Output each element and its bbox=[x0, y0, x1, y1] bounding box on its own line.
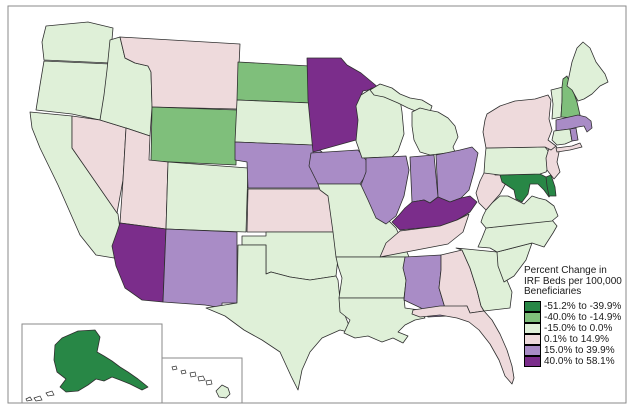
state-va bbox=[480, 195, 559, 229]
legend-swatch bbox=[524, 355, 541, 367]
legend-swatch bbox=[524, 300, 541, 312]
legend-row: 15.0% to 39.9% bbox=[524, 344, 630, 356]
legend-swatch bbox=[524, 333, 541, 345]
legend-label: 15.0% to 39.9% bbox=[544, 344, 615, 356]
island-outline bbox=[171, 365, 178, 371]
state-fl bbox=[411, 305, 515, 385]
state-wa bbox=[41, 21, 114, 64]
legend-label: 40.0% to 58.1% bbox=[544, 355, 615, 367]
state-ny bbox=[555, 142, 583, 153]
state-tx bbox=[205, 244, 353, 391]
state-az bbox=[111, 222, 167, 303]
island-outline bbox=[180, 369, 187, 375]
map-outer-frame bbox=[7, 5, 627, 404]
legend-rows: -51.2% to -39.9% -40.0% to -14.9% -15.0% t… bbox=[524, 300, 630, 367]
state-sd bbox=[234, 99, 314, 146]
state-nc bbox=[477, 219, 558, 253]
island-outline bbox=[189, 371, 197, 378]
legend-row: 40.0% to 58.1% bbox=[524, 355, 630, 367]
state-il bbox=[360, 155, 410, 225]
state-ks bbox=[246, 188, 335, 233]
state-co bbox=[165, 161, 249, 233]
island-outline bbox=[205, 379, 213, 386]
state-ri bbox=[569, 127, 579, 142]
state-pa bbox=[483, 146, 554, 176]
island-outline bbox=[33, 395, 43, 402]
state-mi bbox=[369, 83, 433, 113]
small-islands-layer bbox=[25, 365, 213, 402]
legend-title-line-2: IRF Beds per 100,000 bbox=[524, 275, 622, 287]
state-la bbox=[338, 297, 426, 344]
state-nd bbox=[236, 61, 312, 104]
state-wy bbox=[150, 106, 238, 166]
state-ky bbox=[391, 195, 478, 231]
state-ak bbox=[53, 329, 149, 393]
state-ar bbox=[335, 256, 409, 299]
legend-label: -51.2% to -39.9% bbox=[544, 300, 622, 312]
legend-title-line-1: Percent Change in bbox=[524, 265, 607, 276]
state-mi bbox=[411, 107, 459, 156]
legend-label: -40.0% to -14.9% bbox=[544, 311, 622, 323]
legend-label: -15.0% to 0.0% bbox=[544, 322, 613, 334]
state-or bbox=[35, 60, 111, 121]
states-layer bbox=[29, 21, 609, 399]
state-ia bbox=[308, 149, 369, 185]
state-oh bbox=[435, 146, 479, 203]
island-outline bbox=[45, 390, 55, 397]
hawaii-inset-box bbox=[161, 357, 243, 404]
island-outline bbox=[25, 396, 33, 402]
state-hi bbox=[215, 384, 231, 399]
legend-label: 0.1% to 14.9% bbox=[544, 333, 610, 345]
legend-row: -51.2% to -39.9% bbox=[524, 300, 630, 312]
legend-row: 0.1% to 14.9% bbox=[524, 333, 630, 345]
state-me bbox=[566, 41, 609, 102]
state-ny bbox=[482, 94, 557, 151]
state-nm bbox=[162, 228, 238, 309]
legend-title-line-3: Beneficiaries bbox=[524, 286, 582, 297]
legend-swatch bbox=[524, 344, 541, 356]
island-outline bbox=[197, 375, 206, 382]
map-legend: Percent Change in IRF Beds per 100,000 B… bbox=[524, 265, 630, 367]
legend-swatch bbox=[524, 311, 541, 323]
state-in bbox=[409, 154, 439, 204]
legend-row: -15.0% to 0.0% bbox=[524, 322, 630, 334]
legend-row: -40.0% to -14.9% bbox=[524, 311, 630, 323]
state-tn bbox=[379, 213, 470, 258]
state-ct bbox=[551, 128, 573, 146]
legend-swatch bbox=[524, 322, 541, 334]
